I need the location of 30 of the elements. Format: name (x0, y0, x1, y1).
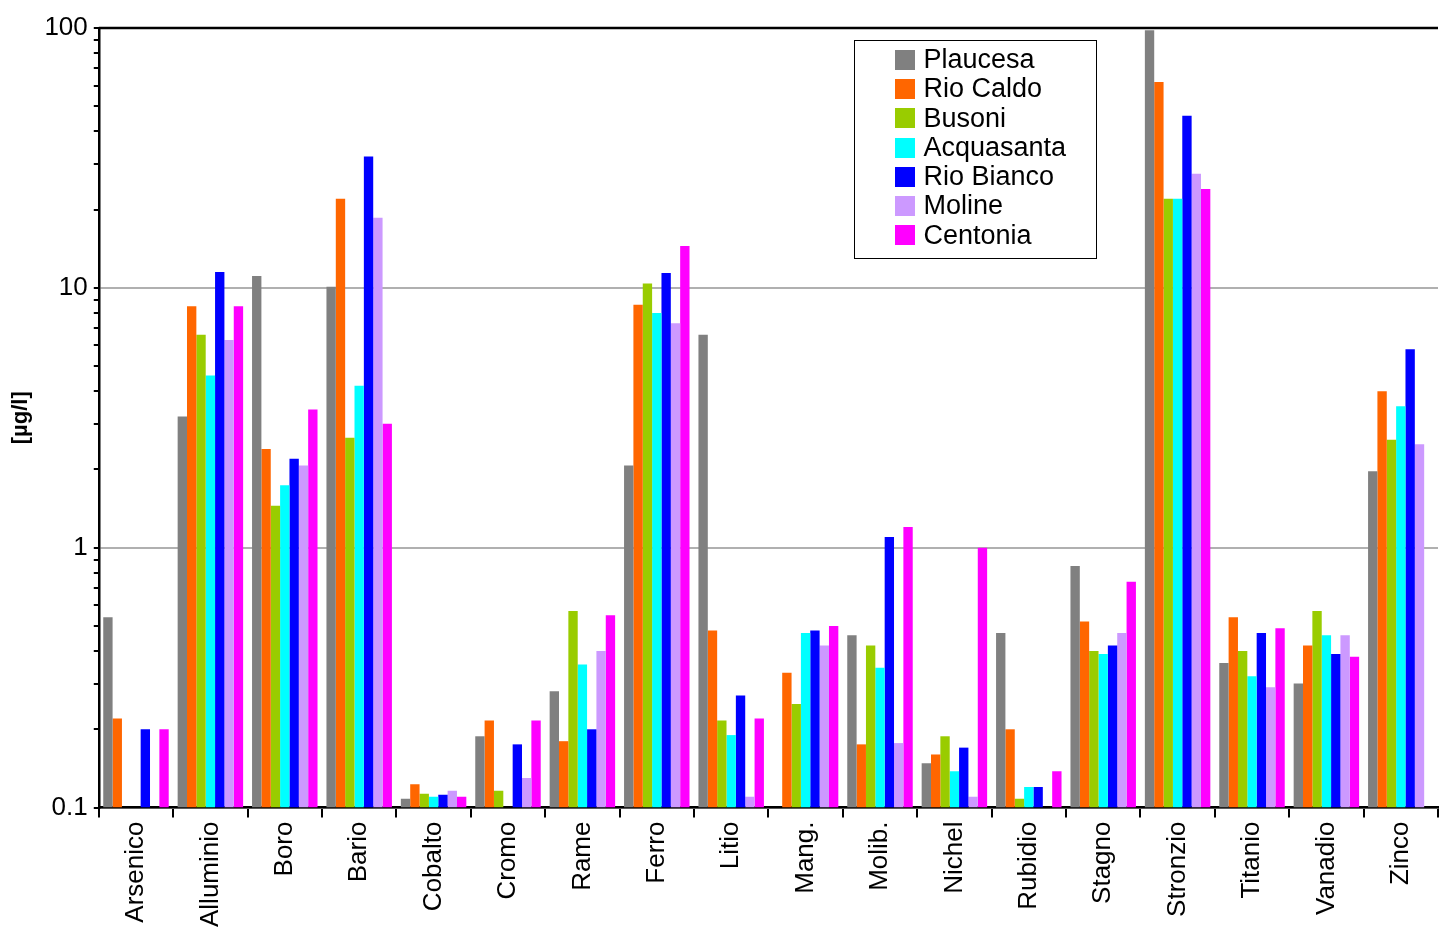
x-tick-label: Cromo (491, 821, 522, 900)
x-tick-label: Alluminio (193, 821, 224, 928)
x-tick-label: Stronzio (1160, 821, 1191, 917)
x-tick-label: Vanadio (1309, 821, 1340, 916)
legend-label: Plaucesa (923, 44, 1035, 75)
x-tick-label: Nichel (937, 821, 968, 894)
legend-label: Rio Caldo (923, 73, 1042, 104)
y-axis-title: [µg/l] (7, 391, 33, 445)
y-tick-label: 10 (58, 271, 88, 302)
x-tick-label: Molib. (863, 821, 894, 891)
legend-label: Busoni (923, 102, 1006, 133)
x-tick-label: Mang. (788, 821, 819, 894)
y-tick-label: 0.1 (51, 790, 88, 821)
x-tick-label: Rame (565, 821, 596, 891)
x-tick-label: Arsenico (119, 821, 150, 923)
x-tick-label: Litio (714, 821, 745, 870)
x-tick-label: Stagno (1086, 821, 1117, 904)
y-tick-label: 100 (44, 11, 88, 42)
x-tick-label: Boro (267, 821, 298, 877)
x-tick-label: Cobalto (416, 821, 447, 912)
x-tick-label: Titanio (1235, 821, 1266, 899)
legend-label: Rio Bianco (923, 161, 1054, 192)
legend-label: Moline (923, 190, 1003, 221)
x-tick-label: Zinco (1383, 821, 1414, 886)
legend-label: Acquasanta (923, 131, 1066, 163)
y-tick-label: 1 (73, 530, 88, 561)
legend-label: Centonia (923, 219, 1032, 251)
x-tick-label: Ferro (639, 821, 670, 884)
x-tick-label: Bario (342, 821, 373, 883)
x-tick-label: Rubidio (1011, 821, 1042, 910)
